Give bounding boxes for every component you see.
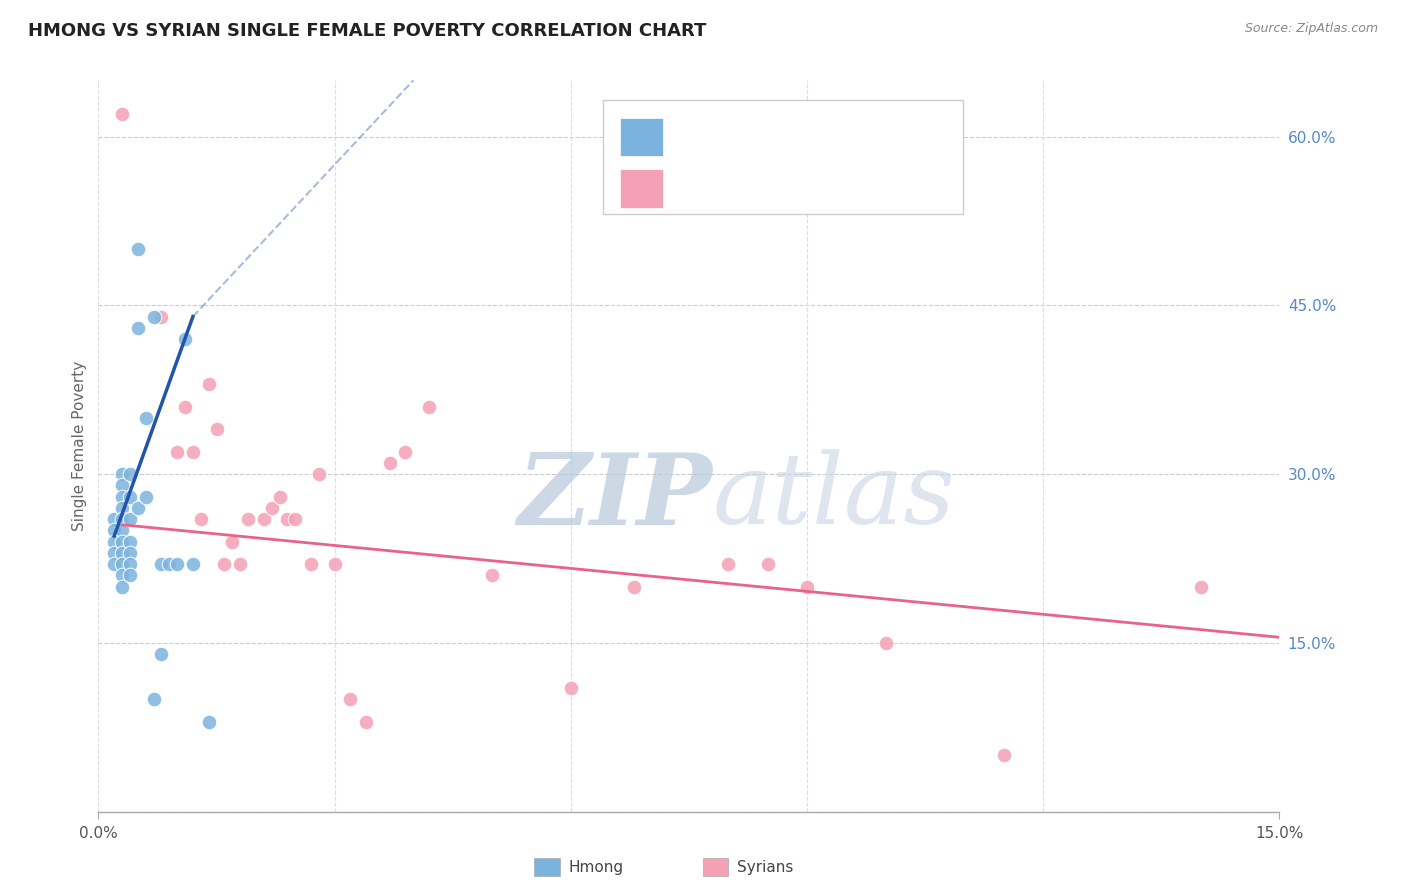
Point [197, 377, 219, 392]
Text: N =: N = [790, 131, 834, 146]
Point [111, 580, 134, 594]
Point [623, 580, 645, 594]
Point [190, 512, 212, 526]
Point [378, 456, 401, 470]
Point [118, 534, 141, 549]
Point [103, 524, 125, 538]
Point [150, 557, 173, 571]
Point [103, 534, 125, 549]
Point [111, 490, 134, 504]
Text: -0.150: -0.150 [727, 183, 780, 198]
Point [111, 546, 134, 560]
Point [142, 692, 165, 706]
Point [796, 580, 818, 594]
Text: R =: R = [685, 131, 717, 146]
Point [481, 568, 503, 582]
Point [118, 512, 141, 526]
Point [118, 490, 141, 504]
Text: ZIP: ZIP [517, 449, 713, 545]
Point [418, 400, 440, 414]
Point [394, 444, 416, 458]
Point [150, 310, 173, 324]
Point [111, 557, 134, 571]
Point [166, 557, 188, 571]
Point [118, 546, 141, 560]
Point [127, 242, 149, 256]
Point [135, 410, 157, 425]
Point [236, 512, 259, 526]
Point [284, 512, 307, 526]
Point [875, 636, 897, 650]
Point [111, 467, 134, 482]
Point [111, 512, 134, 526]
Point [111, 568, 134, 582]
Text: 0.335: 0.335 [727, 131, 775, 146]
Point [118, 467, 141, 482]
Y-axis label: Single Female Poverty: Single Female Poverty [72, 361, 87, 531]
Point [260, 500, 283, 515]
Point [127, 500, 149, 515]
Text: Hmong: Hmong [568, 860, 623, 874]
Text: N =: N = [790, 183, 834, 198]
Point [111, 478, 134, 492]
Point [197, 714, 219, 729]
Point [150, 647, 173, 661]
Point [111, 500, 134, 515]
Point [299, 557, 322, 571]
Text: 37: 37 [842, 131, 863, 146]
Point [308, 467, 330, 482]
Point [756, 557, 779, 571]
Point [269, 490, 291, 504]
Text: atlas: atlas [713, 450, 955, 545]
Point [157, 557, 180, 571]
Point [253, 512, 276, 526]
Point [127, 321, 149, 335]
Point [229, 557, 252, 571]
Text: R =: R = [685, 183, 717, 198]
Point [142, 310, 165, 324]
Point [103, 546, 125, 560]
Point [323, 557, 346, 571]
Point [221, 534, 243, 549]
Point [111, 107, 134, 121]
Point [717, 557, 740, 571]
Point [174, 332, 197, 346]
Point [181, 444, 204, 458]
Point [1189, 580, 1212, 594]
Point [111, 534, 134, 549]
Point [103, 512, 125, 526]
Text: Source: ZipAtlas.com: Source: ZipAtlas.com [1244, 22, 1378, 36]
Point [103, 557, 125, 571]
Point [214, 557, 236, 571]
Point [339, 692, 361, 706]
Text: 34: 34 [842, 183, 863, 198]
Point [111, 524, 134, 538]
Point [276, 512, 298, 526]
Point [354, 714, 377, 729]
Point [560, 681, 582, 695]
Point [181, 557, 204, 571]
Point [118, 568, 141, 582]
Point [135, 490, 157, 504]
Text: Syrians: Syrians [737, 860, 793, 874]
Text: HMONG VS SYRIAN SINGLE FEMALE POVERTY CORRELATION CHART: HMONG VS SYRIAN SINGLE FEMALE POVERTY CO… [28, 22, 706, 40]
Point [166, 444, 188, 458]
Point [174, 400, 197, 414]
Point [993, 748, 1015, 763]
Point [205, 422, 228, 436]
Point [118, 557, 141, 571]
